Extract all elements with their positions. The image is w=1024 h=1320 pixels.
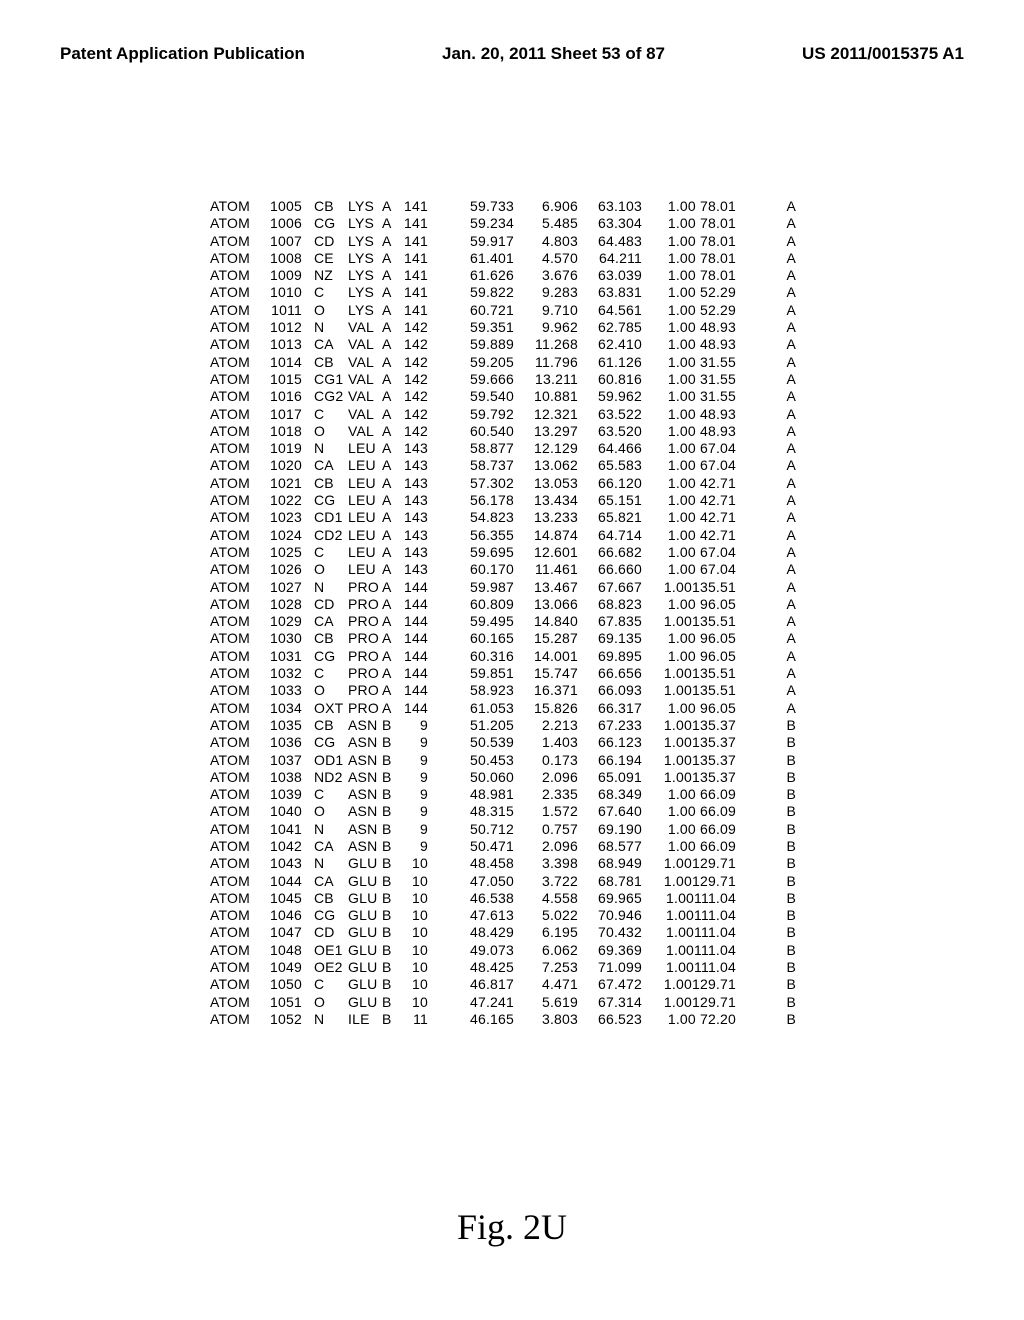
table-row: ATOM1045CBGLUB1046.5384.55869.9651.00111… — [210, 890, 796, 907]
table-row: ATOM1047CDGLUB1048.4296.19570.4321.00111… — [210, 924, 796, 941]
table-row: ATOM1021CBLEUA14357.30213.05366.1201.00 … — [210, 475, 796, 492]
table-row: ATOM1017CVALA14259.79212.32163.5221.00 4… — [210, 406, 796, 423]
table-row: ATOM1005CBLYSA14159.7336.90663.1031.00 7… — [210, 198, 796, 215]
table-row: ATOM1048OE1GLUB1049.0736.06269.3691.0011… — [210, 942, 796, 959]
figure-caption: Fig. 2U — [0, 1206, 1024, 1248]
table-row: ATOM1037OD1ASNB950.4530.17366.1941.00135… — [210, 752, 796, 769]
table-row: ATOM1046CGGLUB1047.6135.02270.9461.00111… — [210, 907, 796, 924]
table-row: ATOM1031CGPROA14460.31614.00169.8951.00 … — [210, 648, 796, 665]
table-row: ATOM1016CG2VALA14259.54010.88159.9621.00… — [210, 388, 796, 405]
table-row: ATOM1008CELYSA14161.4014.57064.2111.00 7… — [210, 250, 796, 267]
table-row: ATOM1027NPROA14459.98713.46767.6671.0013… — [210, 579, 796, 596]
table-row: ATOM1020CALEUA14358.73713.06265.5831.00 … — [210, 457, 796, 474]
table-row: ATOM1038ND2ASNB950.0602.09665.0911.00135… — [210, 769, 796, 786]
table-row: ATOM1041NASNB950.7120.75769.1901.00 66.0… — [210, 821, 796, 838]
table-row: ATOM1032CPROA14459.85115.74766.6561.0013… — [210, 665, 796, 682]
table-row: ATOM1039CASNB948.9812.33568.3491.00 66.0… — [210, 786, 796, 803]
header-left: Patent Application Publication — [60, 44, 305, 64]
table-row: ATOM1015CG1VALA14259.66613.21160.8161.00… — [210, 371, 796, 388]
table-row: ATOM1044CAGLUB1047.0503.72268.7811.00129… — [210, 873, 796, 890]
table-row: ATOM1052NILEB1146.1653.80366.5231.00 72.… — [210, 1011, 796, 1028]
table-row: ATOM1009NZLYSA14161.6263.67663.0391.00 7… — [210, 267, 796, 284]
table-row: ATOM1010CLYSA14159.8229.28363.8311.00 52… — [210, 284, 796, 301]
table-row: ATOM1026OLEUA14360.17011.46166.6601.00 6… — [210, 561, 796, 578]
table-row: ATOM1035CBASNB951.2052.21367.2331.00135.… — [210, 717, 796, 734]
table-row: ATOM1043NGLUB1048.4583.39868.9491.00129.… — [210, 855, 796, 872]
page-header: Patent Application Publication Jan. 20, … — [0, 44, 1024, 74]
table-row: ATOM1023CD1LEUA14354.82313.23365.8211.00… — [210, 509, 796, 526]
page: Patent Application Publication Jan. 20, … — [0, 0, 1024, 1320]
table-row: ATOM1011OLYSA14160.7219.71064.5611.00 52… — [210, 302, 796, 319]
table-row: ATOM1030CBPROA14460.16515.28769.1351.00 … — [210, 630, 796, 647]
table-row: ATOM1014CBVALA14259.20511.79661.1261.00 … — [210, 354, 796, 371]
header-center: Jan. 20, 2011 Sheet 53 of 87 — [442, 44, 665, 64]
table-row: ATOM1018OVALA14260.54013.29763.5201.00 4… — [210, 423, 796, 440]
table-row: ATOM1024CD2LEUA14356.35514.87464.7141.00… — [210, 527, 796, 544]
table-row: ATOM1006CGLYSA14159.2345.48563.3041.00 7… — [210, 215, 796, 232]
table-row: ATOM1025CLEUA14359.69512.60166.6821.00 6… — [210, 544, 796, 561]
table-row: ATOM1036CGASNB950.5391.40366.1231.00135.… — [210, 734, 796, 751]
table-row: ATOM1033OPROA14458.92316.37166.0931.0013… — [210, 682, 796, 699]
table-row: ATOM1029CAPROA14459.49514.84067.8351.001… — [210, 613, 796, 630]
table-row: ATOM1042CAASNB950.4712.09668.5771.00 66.… — [210, 838, 796, 855]
table-row: ATOM1019NLEUA14358.87712.12964.4661.00 6… — [210, 440, 796, 457]
table-row: ATOM1051OGLUB1047.2415.61967.3141.00129.… — [210, 994, 796, 1011]
atom-table: ATOM1005CBLYSA14159.7336.90663.1031.00 7… — [210, 198, 796, 1028]
table-row: ATOM1034OXTPROA14461.05315.82666.3171.00… — [210, 700, 796, 717]
table-row: ATOM1028CDPROA14460.80913.06668.8231.00 … — [210, 596, 796, 613]
table-row: ATOM1022CGLEUA14356.17813.43465.1511.00 … — [210, 492, 796, 509]
table-row: ATOM1049OE2GLUB1048.4257.25371.0991.0011… — [210, 959, 796, 976]
table-row: ATOM1013CAVALA14259.88911.26862.4101.00 … — [210, 336, 796, 353]
table-row: ATOM1012NVALA14259.3519.96262.7851.00 48… — [210, 319, 796, 336]
table-row: ATOM1007CDLYSA14159.9174.80364.4831.00 7… — [210, 233, 796, 250]
header-right: US 2011/0015375 A1 — [802, 44, 964, 64]
table-row: ATOM1050CGLUB1046.8174.47167.4721.00129.… — [210, 976, 796, 993]
table-row: ATOM1040OASNB948.3151.57267.6401.00 66.0… — [210, 803, 796, 820]
